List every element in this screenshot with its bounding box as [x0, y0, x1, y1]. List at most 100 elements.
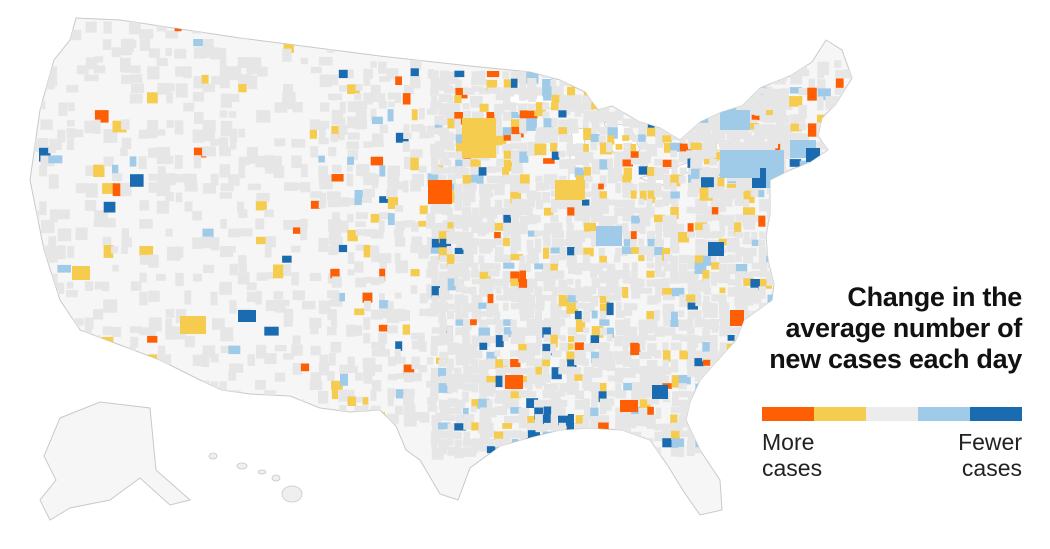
county-cell [543, 263, 551, 272]
county-cell [655, 270, 666, 278]
county-cell [807, 123, 818, 137]
county-cell [583, 383, 593, 391]
county-cell [75, 129, 84, 138]
county-cell [495, 295, 506, 301]
county-cell [558, 390, 566, 397]
county-cell [410, 285, 418, 294]
county-cell [292, 220, 305, 228]
county-cell [711, 375, 724, 386]
county-cell [575, 175, 589, 182]
county-cell [718, 294, 727, 307]
county-cell [246, 282, 257, 291]
county-cell [719, 222, 726, 235]
county-cell [503, 302, 509, 311]
county-cell [470, 350, 483, 359]
county-cell [512, 158, 523, 168]
county-cell [727, 366, 734, 379]
county-cell [363, 317, 371, 330]
county-cell [447, 423, 460, 430]
county-cell [775, 206, 784, 219]
county-cell [647, 190, 656, 203]
legend-label-more: More cases [762, 429, 823, 481]
county-cell [575, 279, 581, 288]
county-cell [639, 190, 647, 201]
county-cell [462, 374, 474, 383]
county-cell [671, 103, 683, 114]
county-cell [763, 124, 775, 138]
county-cell [567, 327, 578, 336]
county-cell [639, 399, 651, 409]
county-cell [543, 182, 550, 190]
county-cell [166, 173, 176, 186]
county-cell [526, 254, 539, 264]
county-cell [479, 382, 491, 393]
county-cell [688, 262, 698, 270]
county-cell [551, 407, 565, 419]
county-cell [775, 95, 784, 105]
county-cell [691, 124, 702, 132]
county-cell [192, 237, 203, 249]
county-cell [471, 383, 479, 393]
county-cell [58, 380, 72, 388]
county-cell [646, 414, 656, 428]
county-cell [853, 96, 863, 105]
county-cell [330, 236, 337, 245]
county-cell [487, 430, 496, 438]
county-cell [607, 199, 616, 206]
county-cell [363, 188, 375, 198]
county-cell [430, 158, 439, 167]
county-cell [654, 431, 666, 442]
county-cell [511, 214, 519, 224]
county-cell [766, 239, 778, 251]
county-cell [663, 263, 675, 272]
county-cell [454, 191, 463, 201]
county-cell [655, 174, 664, 180]
county-cell [130, 336, 139, 348]
county-cell [347, 389, 355, 398]
county-cell [670, 182, 677, 196]
county-cell [551, 206, 558, 213]
county-cell [662, 95, 673, 108]
county-cell [471, 374, 481, 384]
county-cell [774, 214, 786, 222]
county-cell [703, 414, 712, 423]
county-cell [479, 263, 490, 273]
county-cell [542, 390, 554, 399]
county-cell [447, 278, 457, 291]
county-cell [112, 183, 124, 197]
county-cell [526, 391, 537, 398]
county-cell [111, 389, 124, 404]
county-cell [478, 222, 489, 234]
county-cell [726, 87, 736, 100]
county-cell [736, 78, 746, 92]
county-cell [543, 399, 555, 409]
county-cell [702, 270, 710, 282]
county-cell [463, 110, 471, 119]
county-cell [526, 382, 533, 391]
county-cell [717, 177, 725, 187]
county-cell [430, 255, 440, 265]
county-cell [751, 262, 764, 270]
county-cell [590, 110, 602, 124]
county-cell [156, 57, 168, 67]
county-cell [703, 286, 712, 295]
county-cell [411, 109, 418, 121]
county-cell [510, 254, 524, 261]
county-cell [471, 111, 484, 123]
county-cell [184, 201, 193, 212]
county-cell [211, 20, 219, 34]
county-cell [726, 359, 733, 366]
county-cell [638, 134, 646, 142]
county-cell [703, 95, 710, 103]
county-cell [558, 294, 569, 307]
county-cell [228, 111, 237, 118]
county-cell [550, 134, 558, 147]
county-cell [494, 398, 506, 404]
county-cell [582, 216, 590, 227]
county-cell [655, 142, 664, 148]
county-cell [654, 182, 662, 193]
county-cell [743, 71, 750, 79]
county-cell [583, 159, 590, 171]
county-cell [789, 159, 802, 167]
county-cell [447, 263, 457, 277]
